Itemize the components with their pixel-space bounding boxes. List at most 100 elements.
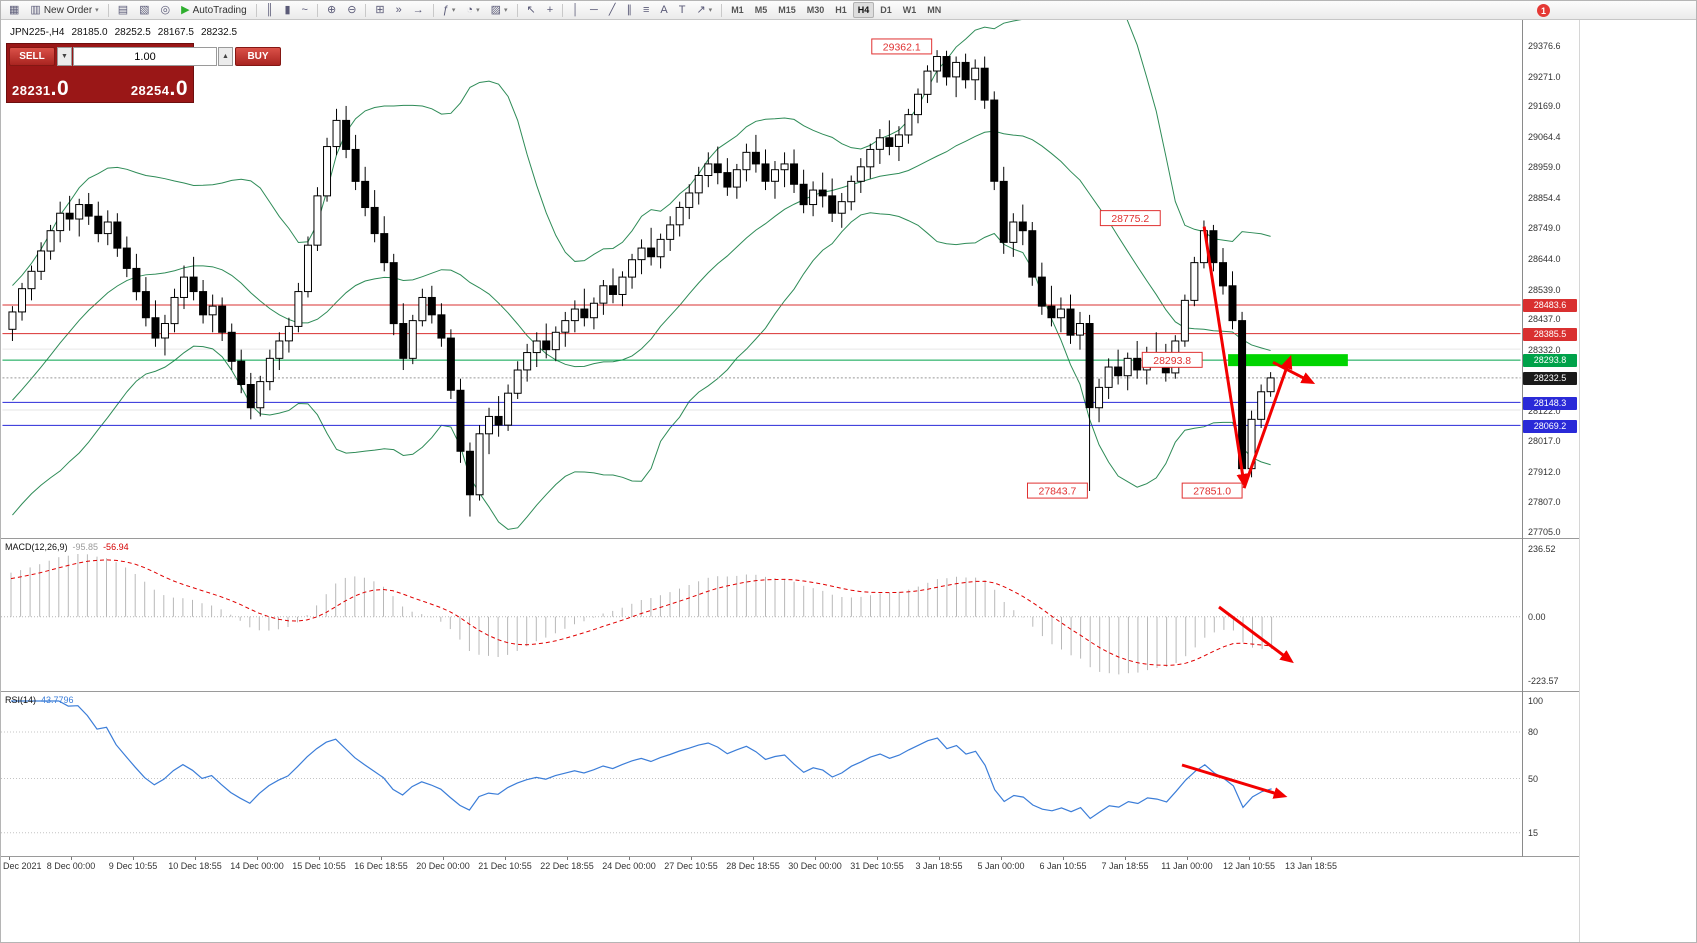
trendline-button[interactable]: ╱	[604, 2, 621, 18]
sell-price-small: 28231	[12, 83, 51, 98]
vertical-line-button[interactable]: │	[567, 2, 584, 18]
tile-windows-button[interactable]: ⊞	[370, 2, 389, 18]
text-label-button[interactable]: T	[674, 2, 691, 18]
data-window-button[interactable]: ▧	[134, 2, 154, 18]
time-axis-label: 13 Jan 18:55	[1284, 861, 1338, 871]
fibonacci-button[interactable]: ≡	[638, 2, 654, 18]
candlestick-chart-icon: ▮	[284, 3, 291, 16]
macd-name: MACD(12,26,9)	[5, 542, 68, 552]
price-axis-label: 28644.0	[1528, 254, 1561, 264]
timeframe-h1-button[interactable]: H1	[830, 2, 852, 18]
volume-input[interactable]	[73, 47, 217, 66]
open-value: 28185.0	[71, 27, 108, 38]
price-callout[interactable]: 28293.8	[1141, 351, 1203, 368]
cursor-button[interactable]: ↖	[522, 2, 541, 18]
timeframe-w1-button[interactable]: W1	[898, 2, 922, 18]
zoom-in-button[interactable]: ⊕	[322, 2, 341, 18]
text-button[interactable]: A	[655, 2, 672, 18]
price-axis-label: 28332.0	[1528, 344, 1561, 355]
bar-chart-button[interactable]: ║	[261, 2, 279, 18]
trend-arrow[interactable]	[1242, 354, 1293, 489]
timeframe-m15-button[interactable]: M15	[773, 2, 801, 18]
trend-arrow[interactable]	[1272, 361, 1316, 384]
time-axis-tick	[815, 857, 816, 860]
low-value: 28167.5	[157, 27, 194, 38]
macd-panel-canvas[interactable]	[1, 539, 1522, 691]
macd-signal-value: -56.94	[103, 542, 129, 552]
sell-price: 28231.0	[12, 78, 69, 99]
candlestick-chart-button[interactable]: ▮	[279, 2, 295, 18]
arrows-button[interactable]: ↗ ▾	[691, 2, 717, 18]
chart-window-button[interactable]: ▦	[4, 2, 24, 18]
profiles-button[interactable]: ▤	[113, 2, 133, 18]
indicators-button[interactable]: ƒ ▾	[438, 2, 461, 18]
price-callout[interactable]: 28775.2	[1099, 210, 1161, 227]
trend-arrow[interactable]	[1202, 226, 1249, 488]
rsi-timeaxis-separator	[1, 856, 1579, 857]
zoom-out-icon: ⊖	[347, 3, 357, 16]
timeframe-m5-button[interactable]: M5	[750, 2, 773, 18]
price-tag-28069.2: 28069.2	[1523, 419, 1577, 433]
fibonacci-icon: ≡	[642, 3, 650, 16]
macd-rsi-separator[interactable]	[1, 691, 1579, 692]
timeframe-m1-button[interactable]: M1	[726, 2, 749, 18]
rsi-trend-arrow[interactable]	[1181, 763, 1288, 799]
crosshair-icon: +	[546, 3, 554, 16]
timeframe-h4-button[interactable]: H4	[852, 2, 875, 18]
time-axis[interactable]: Dec 2021 8 Dec 00:00 9 Dec 10:55 10 Dec 18:…	[1, 857, 1579, 873]
price-callout[interactable]: 27851.0	[1181, 482, 1243, 499]
price-tag-28148.3: 28148.3	[1523, 396, 1577, 410]
buy-button[interactable]: BUY	[235, 47, 281, 66]
rsi-panel-canvas[interactable]	[1, 692, 1522, 856]
price-axis-label: 28959.0	[1528, 162, 1561, 173]
auto-scroll-button[interactable]: »	[391, 2, 407, 18]
macd-histogram	[10, 554, 1273, 675]
toolbar-separator	[316, 3, 318, 17]
time-axis-tick	[877, 857, 878, 860]
zoom-out-button[interactable]: ⊖	[342, 2, 361, 18]
new-order-button[interactable]: ▥ New Order ▾	[25, 2, 103, 18]
equidistant-channel-button[interactable]: ∥	[621, 2, 637, 18]
indicators-button-caret-icon: ▾	[451, 7, 456, 14]
timeframe-mn-button[interactable]: MN	[922, 2, 946, 18]
time-axis-label: 11 Jan 00:00	[1161, 861, 1213, 871]
notification-badge[interactable]: 1	[1537, 4, 1550, 17]
price-axis-label: 29169.0	[1528, 101, 1561, 112]
time-axis-label: 27 Dec 10:55	[664, 861, 718, 871]
horizontal-line-button[interactable]: ─	[585, 2, 603, 18]
macd-header: MACD(12,26,9) -95.85 -56.94	[5, 542, 134, 552]
time-axis-tick	[319, 857, 320, 860]
price-callout[interactable]: 29362.1	[871, 38, 933, 55]
main-chart-canvas[interactable]: 29362.1 28775.2 28293.8 27843.7 27851.0	[1, 20, 1522, 538]
macd-trend-arrow[interactable]	[1218, 605, 1294, 664]
autotrading-button[interactable]: ▶ AutoTrading	[176, 2, 252, 18]
strategy-tester-button[interactable]: ◎	[156, 2, 176, 18]
price-axis-border	[1522, 20, 1523, 873]
sell-price-big: .0	[50, 77, 70, 100]
periods-button[interactable]: ◔ ▾	[461, 2, 484, 18]
crosshair-button[interactable]: +	[542, 2, 558, 18]
price-callout[interactable]: 27843.7	[1026, 482, 1088, 499]
time-axis-label: Dec 2021	[3, 861, 42, 871]
time-axis-label: 7 Jan 18:55	[1101, 861, 1149, 871]
templates-button[interactable]: ▨ ▾	[486, 2, 513, 18]
strategy-tester-icon: ◎	[160, 3, 171, 16]
timeframe-d1-button[interactable]: D1	[875, 2, 897, 18]
sell-button[interactable]: SELL	[9, 47, 55, 66]
volume-down-button[interactable]: ▼	[57, 47, 72, 66]
chart-shift-button[interactable]: →	[408, 2, 429, 18]
time-axis-tick	[1311, 857, 1312, 860]
time-axis-label: 30 Dec 00:00	[788, 861, 842, 871]
price-axis[interactable]: 29376.6 29271.0 29169.0 29064.4 28959.0 28854…	[1523, 20, 1579, 538]
time-axis-tick	[691, 857, 692, 860]
volume-up-button[interactable]: ▲	[218, 47, 233, 66]
timeframe-m30-button[interactable]: M30	[802, 2, 830, 18]
price-axis-label: 27912.0	[1528, 466, 1561, 477]
line-chart-button[interactable]: ~	[297, 2, 313, 18]
time-axis-tick	[567, 857, 568, 860]
quote-line: JPN225-,H4 28185.0 28252.5 28167.5 28232.5	[10, 27, 244, 38]
chart-window-icon: ▦	[9, 3, 20, 16]
rsi-axis-label: 15	[1528, 827, 1539, 838]
rsi-axis: 100 80 50 15	[1523, 692, 1579, 856]
chart-macd-separator[interactable]	[1, 538, 1579, 539]
